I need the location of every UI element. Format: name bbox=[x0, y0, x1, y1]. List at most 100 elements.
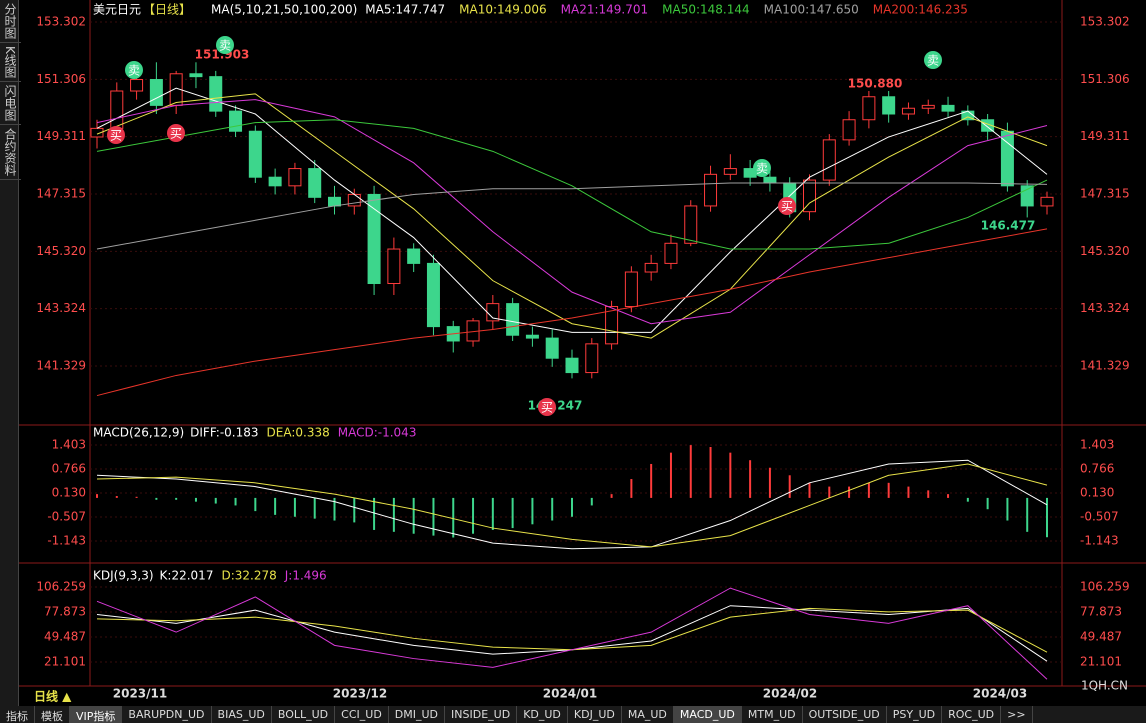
candle-body bbox=[644, 262, 658, 273]
candle-body bbox=[308, 168, 322, 198]
signal-badge bbox=[125, 61, 143, 79]
price-annotation: 150.880 bbox=[848, 77, 903, 91]
candle-body bbox=[189, 73, 203, 78]
candle-body bbox=[941, 104, 955, 112]
candle-body bbox=[565, 357, 579, 374]
signal-badge bbox=[753, 159, 771, 177]
candle-body bbox=[723, 168, 737, 175]
legend-label: MA100:147.650 bbox=[764, 3, 859, 17]
indicator-tab[interactable]: BARUPDN_UD bbox=[122, 706, 212, 723]
signal-label: 卖 bbox=[927, 54, 939, 68]
indicator-tab[interactable]: 模板 bbox=[35, 706, 70, 723]
y-tick-label: 21.101 bbox=[44, 655, 86, 669]
y-tick-label: 0.766 bbox=[52, 462, 86, 476]
candle-body bbox=[407, 248, 421, 264]
candle-body bbox=[248, 130, 262, 178]
ma-line bbox=[96, 228, 1048, 397]
y-tick-label: 143.324 bbox=[1080, 301, 1130, 315]
ma-line bbox=[96, 119, 1048, 250]
panel-legend: MACD:-1.043 bbox=[338, 426, 417, 440]
y-tick-label: 153.302 bbox=[1080, 15, 1130, 29]
legend-label: 美元日元 bbox=[93, 3, 141, 17]
indicator-tab[interactable]: VIP指标 bbox=[70, 706, 123, 723]
y-tick-label: 77.873 bbox=[1080, 605, 1122, 619]
price-annotation: 151.903 bbox=[195, 48, 250, 62]
candle-body bbox=[882, 96, 896, 115]
indicator-tab[interactable]: PSY_UD bbox=[887, 706, 943, 723]
y-tick-label: 149.311 bbox=[36, 129, 86, 143]
candle-body bbox=[605, 305, 619, 345]
candle-body bbox=[862, 96, 876, 121]
candle-body bbox=[347, 193, 361, 207]
y-tick-label: 141.329 bbox=[36, 359, 86, 373]
y-tick-label: -0.507 bbox=[47, 510, 86, 524]
ma-line bbox=[96, 99, 1048, 325]
price-annotation: 146.477 bbox=[981, 219, 1036, 233]
candle-body bbox=[149, 79, 163, 106]
y-tick-label: 151.306 bbox=[1080, 72, 1130, 86]
sidebar: 分时图 K线图 闪电图 合约资料 bbox=[0, 0, 21, 706]
ma-line bbox=[96, 182, 1048, 250]
indicator-tab[interactable]: ROC_UD bbox=[942, 706, 1002, 723]
y-tick-label: 145.320 bbox=[1080, 244, 1130, 258]
sidebar-tab[interactable]: 闪电图 bbox=[0, 82, 21, 125]
legend-label: 【日线】 bbox=[143, 3, 191, 17]
sidebar-tab[interactable]: 分时图 bbox=[0, 0, 21, 43]
indicator-tab[interactable]: BIAS_UD bbox=[212, 706, 272, 723]
indicator-tab[interactable]: 指标 bbox=[0, 706, 35, 723]
indicator-tab[interactable]: MTM_UD bbox=[742, 706, 803, 723]
candle-body bbox=[288, 168, 302, 187]
candle-body bbox=[704, 173, 718, 207]
y-tick-label: 77.873 bbox=[44, 605, 86, 619]
candle-body bbox=[1020, 185, 1034, 207]
indicator-tab[interactable]: OUTSIDE_UD bbox=[803, 706, 887, 723]
indicator-tab[interactable]: DMI_UD bbox=[389, 706, 446, 723]
candle-body bbox=[110, 90, 124, 129]
y-tick-label: 49.487 bbox=[1080, 630, 1122, 644]
sidebar-tab[interactable]: 合约资料 bbox=[0, 125, 21, 180]
indicator-tab[interactable]: INSIDE_UD bbox=[445, 706, 518, 723]
dea-line bbox=[96, 463, 1048, 548]
y-tick-label: 149.311 bbox=[1080, 129, 1130, 143]
candle-body bbox=[901, 107, 915, 115]
y-tick-label: -1.143 bbox=[1080, 534, 1119, 548]
x-tick-label: 2024/03 bbox=[973, 687, 1027, 701]
signal-badge bbox=[538, 398, 556, 416]
candle-body bbox=[387, 248, 401, 285]
panel-legend: K:22.017 bbox=[160, 569, 214, 583]
candle-body bbox=[624, 271, 638, 307]
indicator-tab[interactable]: MACD_UD bbox=[673, 706, 742, 723]
y-tick-label: 141.329 bbox=[1080, 359, 1130, 373]
y-tick-label: 1.403 bbox=[52, 438, 86, 452]
signal-badge bbox=[778, 197, 796, 215]
legend-label: MA50:148.144 bbox=[662, 3, 750, 17]
candle-body bbox=[585, 343, 599, 374]
indicator-tab[interactable]: BOLL_UD bbox=[272, 706, 336, 723]
y-tick-label: 0.766 bbox=[1080, 462, 1114, 476]
y-tick-label: -1.143 bbox=[47, 534, 86, 548]
indicator-tab[interactable]: CCI_UD bbox=[335, 706, 389, 723]
legend-label: MA(5,10,21,50,100,200) bbox=[211, 3, 357, 17]
chart: 153.302 153.302 151.306 151.306 149.311 149.3… bbox=[18, 0, 1146, 704]
candle-body bbox=[426, 262, 440, 328]
legend-label: MA200:146.235 bbox=[873, 3, 968, 17]
candle-body bbox=[822, 139, 836, 181]
signal-badge bbox=[924, 51, 942, 69]
y-tick-label: 1.403 bbox=[1080, 438, 1114, 452]
y-tick-label: 143.324 bbox=[36, 301, 86, 315]
y-tick-label: -0.507 bbox=[1080, 510, 1119, 524]
indicator-tab[interactable]: >> bbox=[1001, 706, 1033, 723]
candle-body bbox=[90, 127, 104, 138]
panel-legend: DIFF:-0.183 bbox=[190, 426, 258, 440]
candle-body bbox=[229, 110, 243, 132]
indicator-tab[interactable]: KDJ_UD bbox=[568, 706, 622, 723]
indicator-tab[interactable]: MA_UD bbox=[622, 706, 674, 723]
panel-legend: J:1.496 bbox=[284, 569, 327, 583]
sidebar-tab[interactable]: K线图 bbox=[0, 43, 21, 82]
candle-body bbox=[130, 79, 144, 92]
signal-label: 买 bbox=[110, 129, 122, 143]
signal-label: 买 bbox=[170, 127, 182, 141]
j-line bbox=[96, 587, 1048, 680]
indicator-tab[interactable]: KD_UD bbox=[517, 706, 568, 723]
ma-line bbox=[96, 93, 1048, 339]
